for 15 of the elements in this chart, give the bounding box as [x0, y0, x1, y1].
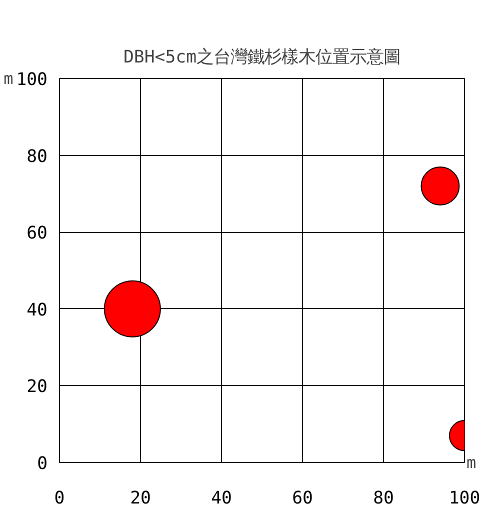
x-tick-label: 20 — [130, 488, 151, 508]
x-tick-label: 80 — [373, 488, 394, 508]
y-tick-label: 60 — [26, 224, 48, 244]
chart-title: DBH<5cm之台灣鐵杉樣木位置示意圖 — [123, 48, 401, 68]
y-axis-title: m — [4, 69, 14, 88]
y-tick-label: 20 — [26, 377, 48, 398]
y-tick-label: 80 — [26, 146, 48, 167]
x-axis-title: m — [466, 453, 476, 472]
y-tick-label: 100 — [16, 70, 48, 90]
x-tick-label: 0 — [54, 488, 65, 508]
x-tick-label: 100 — [448, 488, 480, 508]
x-tick-label: 60 — [292, 488, 313, 508]
y-tick-label: 40 — [26, 300, 48, 320]
x-tick-label: 40 — [211, 488, 232, 508]
y-tick-label: 0 — [37, 454, 48, 474]
